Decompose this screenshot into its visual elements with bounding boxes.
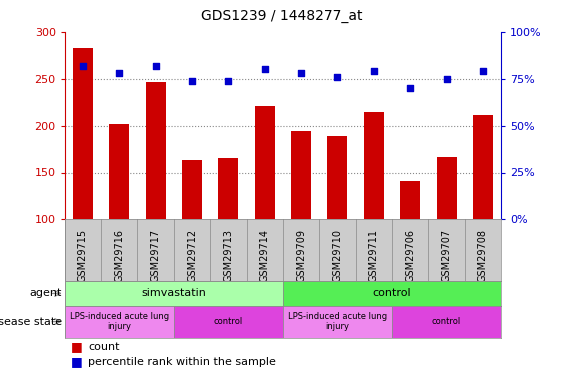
Bar [364, 112, 384, 219]
Text: GSM29711: GSM29711 [369, 229, 379, 282]
Text: GSM29716: GSM29716 [114, 229, 124, 282]
Text: percentile rank within the sample: percentile rank within the sample [88, 357, 276, 367]
Text: LPS-induced acute lung
injury: LPS-induced acute lung injury [288, 312, 387, 331]
Text: GSM29707: GSM29707 [441, 229, 452, 282]
Bar [65, 281, 283, 306]
Text: GSM29706: GSM29706 [405, 229, 415, 282]
Bar [328, 136, 347, 219]
Point [187, 78, 196, 84]
Bar [174, 306, 283, 338]
Text: GSM29713: GSM29713 [224, 229, 234, 282]
Bar [182, 160, 202, 219]
Text: GSM29710: GSM29710 [332, 229, 342, 282]
Text: GSM29708: GSM29708 [478, 229, 488, 282]
Point [369, 68, 378, 74]
Bar [109, 124, 129, 219]
Text: GDS1239 / 1448277_at: GDS1239 / 1448277_at [201, 9, 362, 23]
Point [297, 70, 306, 76]
Bar [218, 158, 238, 219]
Text: control: control [432, 317, 461, 326]
Bar [254, 106, 275, 219]
Text: agent: agent [29, 288, 62, 298]
Point [224, 78, 233, 84]
Point [151, 63, 160, 69]
Bar [146, 82, 166, 219]
Text: LPS-induced acute lung
injury: LPS-induced acute lung injury [70, 312, 169, 331]
Text: simvastatin: simvastatin [141, 288, 206, 298]
Point [78, 63, 87, 69]
Bar [283, 281, 501, 306]
Text: GSM29715: GSM29715 [78, 229, 88, 282]
Text: GSM29717: GSM29717 [151, 229, 160, 282]
Bar [400, 181, 420, 219]
Text: GSM29714: GSM29714 [260, 229, 270, 282]
Text: control: control [214, 317, 243, 326]
Text: ■: ■ [70, 340, 82, 354]
Bar [392, 306, 501, 338]
Text: disease state: disease state [0, 316, 62, 327]
Point [260, 66, 269, 72]
Bar [65, 306, 174, 338]
Bar [283, 306, 392, 338]
Text: ■: ■ [70, 355, 82, 368]
Bar [473, 116, 493, 219]
Text: count: count [88, 342, 120, 352]
Text: GSM29712: GSM29712 [187, 229, 197, 282]
Bar [73, 48, 93, 219]
Point [333, 74, 342, 80]
Point [442, 76, 451, 82]
Bar [436, 157, 457, 219]
Text: GSM29709: GSM29709 [296, 229, 306, 282]
Point [115, 70, 124, 76]
Point [406, 85, 415, 91]
Bar [291, 131, 311, 219]
Point [479, 68, 488, 74]
Text: control: control [373, 288, 412, 298]
